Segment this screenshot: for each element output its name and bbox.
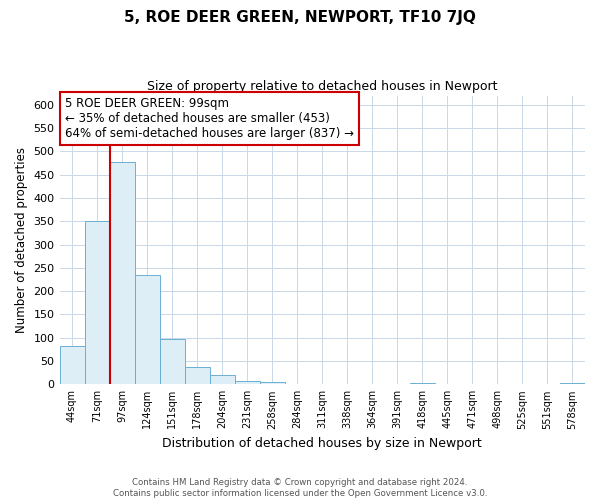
Text: 5, ROE DEER GREEN, NEWPORT, TF10 7JQ: 5, ROE DEER GREEN, NEWPORT, TF10 7JQ bbox=[124, 10, 476, 25]
Text: 5 ROE DEER GREEN: 99sqm
← 35% of detached houses are smaller (453)
64% of semi-d: 5 ROE DEER GREEN: 99sqm ← 35% of detache… bbox=[65, 97, 354, 140]
Bar bbox=[260, 382, 285, 384]
Bar bbox=[160, 339, 185, 384]
Bar bbox=[209, 376, 235, 384]
Title: Size of property relative to detached houses in Newport: Size of property relative to detached ho… bbox=[147, 80, 497, 93]
Bar bbox=[59, 346, 85, 385]
X-axis label: Distribution of detached houses by size in Newport: Distribution of detached houses by size … bbox=[163, 437, 482, 450]
Bar bbox=[110, 162, 134, 384]
Bar bbox=[235, 380, 260, 384]
Bar bbox=[85, 222, 110, 384]
Bar bbox=[134, 275, 160, 384]
Bar bbox=[185, 367, 209, 384]
Text: Contains HM Land Registry data © Crown copyright and database right 2024.
Contai: Contains HM Land Registry data © Crown c… bbox=[113, 478, 487, 498]
Y-axis label: Number of detached properties: Number of detached properties bbox=[15, 147, 28, 333]
